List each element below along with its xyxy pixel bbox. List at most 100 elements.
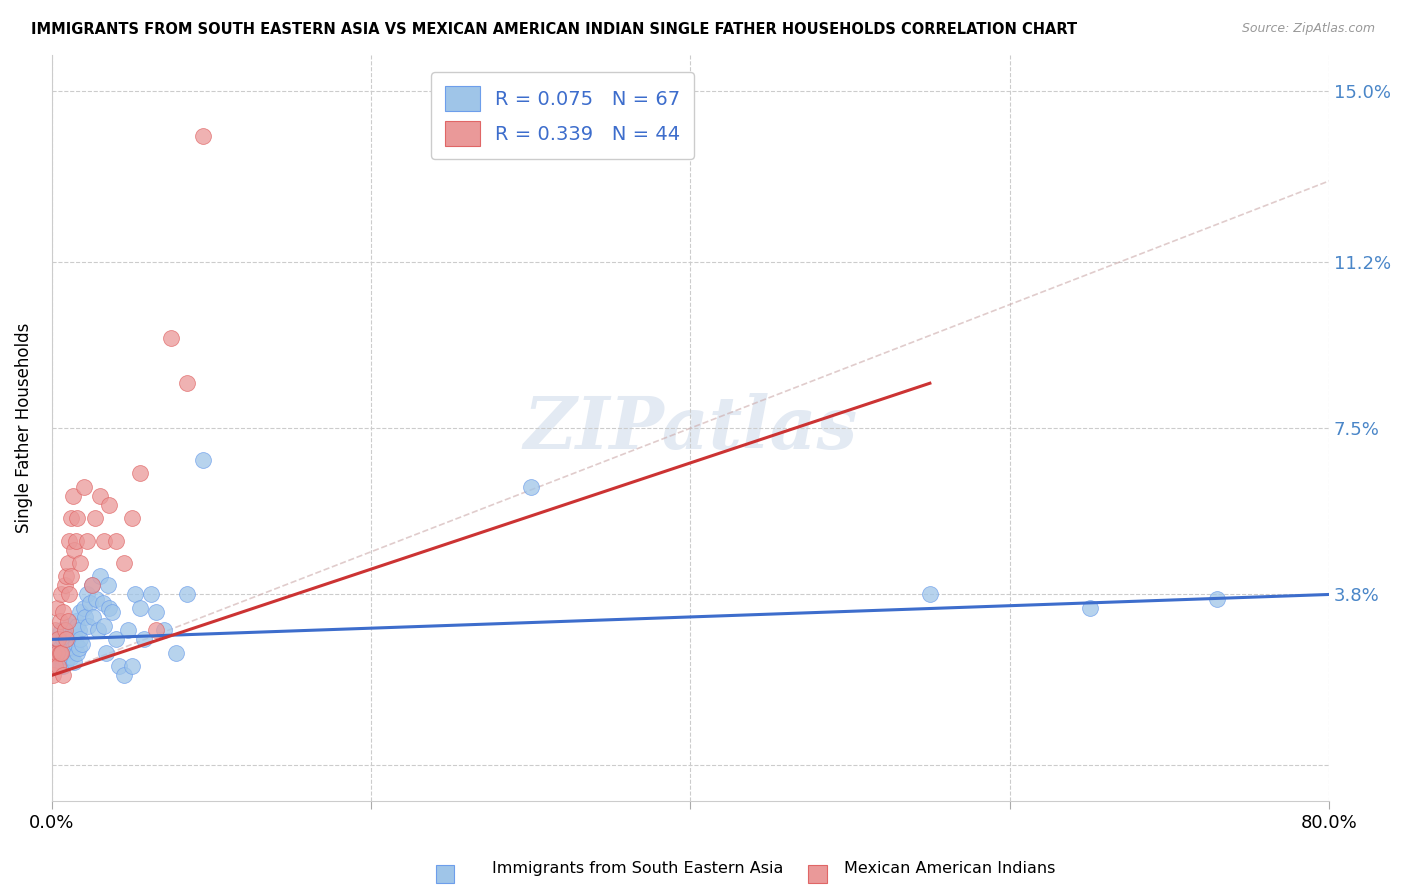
Point: [63, 655, 86, 669]
Point: [48, 615, 70, 629]
Point: [58, 587, 80, 601]
Point: [1078, 601, 1101, 615]
Point: [918, 587, 941, 601]
Point: [152, 624, 174, 638]
Point: [48, 646, 70, 660]
Point: [46, 659, 69, 673]
Point: [87, 624, 110, 638]
Point: [42, 646, 65, 660]
Point: [66, 646, 89, 660]
Point: [134, 632, 156, 647]
Point: [128, 601, 150, 615]
Point: [98, 498, 121, 512]
Point: [63, 542, 86, 557]
Point: [45, 601, 67, 615]
Point: [193, 129, 215, 144]
Point: [59, 650, 82, 665]
Point: [519, 480, 541, 494]
Point: [53, 578, 76, 592]
Point: [94, 646, 117, 660]
Point: [66, 511, 89, 525]
Point: [59, 511, 82, 525]
Point: [176, 376, 198, 391]
Point: [176, 587, 198, 601]
Point: [46, 650, 69, 665]
Point: [44, 659, 66, 673]
Point: [73, 601, 96, 615]
Point: [139, 587, 162, 601]
Point: [55, 655, 77, 669]
Point: [93, 533, 115, 548]
Point: [193, 452, 215, 467]
Point: [55, 632, 77, 647]
Point: [62, 624, 84, 638]
Point: [55, 637, 77, 651]
Text: IMMIGRANTS FROM SOUTH EASTERN ASIA VS MEXICAN AMERICAN INDIAN SINGLE FATHER HOUS: IMMIGRANTS FROM SOUTH EASTERN ASIA VS ME…: [31, 22, 1077, 37]
Point: [101, 606, 124, 620]
Point: [121, 659, 143, 673]
Point: [52, 632, 75, 647]
Text: Immigrants from South Eastern Asia: Immigrants from South Eastern Asia: [492, 861, 783, 876]
Point: [89, 489, 111, 503]
Point: [91, 597, 114, 611]
Point: [73, 480, 96, 494]
Point: [93, 619, 115, 633]
Point: [58, 533, 80, 548]
Point: [117, 624, 139, 638]
Point: [66, 619, 89, 633]
Point: [42, 646, 65, 660]
Point: [121, 511, 143, 525]
Point: [76, 587, 98, 601]
Point: [124, 587, 146, 601]
Point: [52, 659, 75, 673]
Point: [55, 569, 77, 583]
Point: [89, 569, 111, 583]
Point: [69, 632, 91, 647]
Point: [53, 624, 76, 638]
Point: [56, 628, 79, 642]
Point: [65, 615, 87, 629]
Point: [56, 615, 79, 629]
Point: [51, 587, 73, 601]
Point: [65, 533, 87, 548]
Point: [56, 556, 79, 570]
Point: [112, 556, 135, 570]
Point: [77, 619, 100, 633]
Point: [160, 331, 183, 345]
Text: Source: ZipAtlas.com: Source: ZipAtlas.com: [1241, 22, 1375, 36]
Point: [145, 606, 167, 620]
Point: [1206, 591, 1229, 606]
Point: [48, 659, 70, 673]
Point: [48, 641, 70, 656]
Point: [52, 668, 75, 682]
Point: [46, 632, 69, 647]
Point: [97, 578, 120, 592]
Point: [45, 632, 67, 647]
Point: [44, 624, 66, 638]
Point: [76, 533, 98, 548]
Point: [69, 556, 91, 570]
Point: [80, 578, 103, 592]
Text: ZIPatlas: ZIPatlas: [523, 392, 858, 464]
Point: [145, 624, 167, 638]
Point: [79, 597, 101, 611]
Point: [69, 606, 91, 620]
Point: [53, 646, 76, 660]
Legend: R = 0.075   N = 67, R = 0.339   N = 44: R = 0.075 N = 67, R = 0.339 N = 44: [432, 72, 695, 160]
Point: [51, 650, 73, 665]
Point: [70, 637, 93, 651]
Point: [52, 606, 75, 620]
Point: [67, 641, 90, 656]
Point: [51, 646, 73, 660]
Point: [44, 659, 66, 673]
Point: [82, 610, 104, 624]
Point: [165, 646, 187, 660]
Point: [58, 641, 80, 656]
Point: [58, 619, 80, 633]
Point: [59, 569, 82, 583]
Point: [75, 610, 97, 624]
Text: Mexican American Indians: Mexican American Indians: [844, 861, 1054, 876]
Point: [86, 591, 108, 606]
Point: [112, 668, 135, 682]
Point: [83, 511, 105, 525]
